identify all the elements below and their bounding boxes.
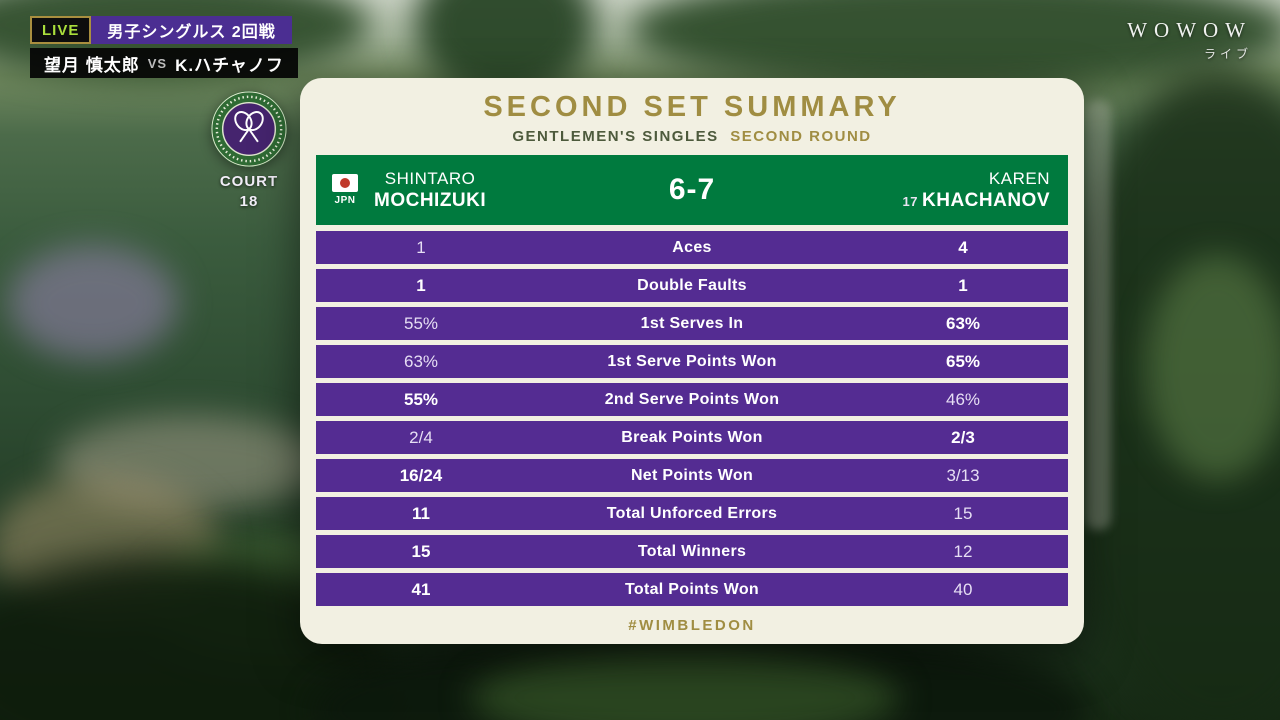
stat-label: Total Points Won <box>625 580 759 598</box>
stat-label: 2nd Serve Points Won <box>604 390 780 408</box>
live-label: LIVE <box>42 21 80 39</box>
court-number: 18 <box>239 193 259 210</box>
player-left-lastname: MOCHIZUKI <box>374 189 487 211</box>
matchup-bar: 望月 慎太郎 VS K.ハチャノフ <box>30 48 298 78</box>
subtitle-round: SECOND ROUND <box>730 128 872 145</box>
stat-value-left: 55% <box>403 313 439 333</box>
stat-label: 1st Serves In <box>640 314 744 332</box>
right-foliage-highlight-blob <box>1145 255 1280 480</box>
player-left-name: SHINTARO MOCHIZUKI <box>374 169 486 212</box>
stat-value-left: 16/24 <box>399 465 443 485</box>
channel-name: WOWOW <box>1127 18 1252 42</box>
lily-pads-blob <box>470 650 900 720</box>
stat-row: 55% 2nd Serve Points Won 46% <box>316 383 1068 416</box>
stat-row: 1 Aces 4 <box>316 231 1068 264</box>
player-left-firstname: SHINTARO <box>384 168 476 188</box>
player-right-name: KAREN 17 KHACHANOV <box>903 169 1050 212</box>
player-right-firstname: KAREN <box>988 168 1050 188</box>
player-right-lastname: KHACHANOV <box>922 189 1050 211</box>
stat-value-left: 11 <box>412 503 430 523</box>
stat-row: 63% 1st Serve Points Won 65% <box>316 345 1068 378</box>
stat-value-right: 46% <box>945 389 981 409</box>
set-score: 6-7 <box>668 173 716 206</box>
stat-value-right: 63% <box>945 313 981 333</box>
wisteria-blob <box>8 245 178 360</box>
court-label: COURT 18 <box>199 172 299 212</box>
wimbledon-logo <box>210 90 288 168</box>
subtitle-event: GENTLEMEN'S SINGLES <box>512 128 719 145</box>
player-right-seed: 17 <box>902 193 918 209</box>
stat-value-left: 1 <box>416 275 426 295</box>
stats-table: 1 Aces 4 1 Double Faults 1 55% 1st Serve… <box>316 231 1068 606</box>
stat-label: Net Points Won <box>630 466 754 484</box>
channel-sub-label: ライブ <box>1203 47 1252 61</box>
stat-value-right: 12 <box>953 541 973 561</box>
matchup-player-left: 望月 慎太郎 <box>44 55 140 75</box>
stat-value-right: 4 <box>958 237 968 257</box>
stat-value-right: 15 <box>953 503 973 523</box>
stat-value-left: 63% <box>403 351 439 371</box>
stat-label: Total Unforced Errors <box>606 504 778 522</box>
stat-value-right: 40 <box>953 579 973 599</box>
score-header: JPN SHINTARO MOCHIZUKI 6-7 KAREN 17 KHACH… <box>316 155 1068 225</box>
matchup-player-right: K.ハチャノフ <box>175 55 284 75</box>
country-block: JPN <box>332 174 358 206</box>
stat-value-left: 41 <box>411 579 431 599</box>
stats-panel: SECOND SET SUMMARY GENTLEMEN'S SINGLES S… <box>300 78 1084 644</box>
japan-flag-icon <box>332 174 358 192</box>
stat-row: 41 Total Points Won 40 <box>316 573 1068 606</box>
stat-row: 16/24 Net Points Won 3/13 <box>316 459 1068 492</box>
light-post-blob <box>1085 100 1111 530</box>
player-left: JPN SHINTARO MOCHIZUKI <box>316 169 612 212</box>
country-code: JPN <box>334 195 356 206</box>
stat-label: Total Winners <box>637 542 747 560</box>
stat-value-left: 15 <box>411 541 431 561</box>
vs-label: VS <box>147 55 168 71</box>
stat-label: Double Faults <box>637 276 747 294</box>
stat-value-right: 65% <box>945 351 981 371</box>
stat-label: 1st Serve Points Won <box>607 352 777 370</box>
event-label: 男子シングルス 2回戦 <box>107 24 276 41</box>
stat-value-right: 1 <box>958 275 968 295</box>
stat-row: 55% 1st Serves In 63% <box>316 307 1068 340</box>
stat-value-left: 1 <box>416 237 426 257</box>
panel-subtitle: GENTLEMEN'S SINGLES SECOND ROUND <box>300 128 1084 145</box>
stat-label: Aces <box>672 238 712 256</box>
event-title-bar: 男子シングルス 2回戦 <box>91 16 292 44</box>
stat-row: 15 Total Winners 12 <box>316 535 1068 568</box>
stat-value-left: 2/4 <box>409 427 433 447</box>
hashtag: #WIMBLEDON <box>628 617 756 634</box>
player-right: KAREN 17 KHACHANOV <box>772 169 1068 212</box>
live-badge: LIVE <box>30 16 92 44</box>
stat-value-right: 3/13 <box>946 465 980 485</box>
stat-row: 1 Double Faults 1 <box>316 269 1068 302</box>
broadcast-header: LIVE 男子シングルス 2回戦 <box>30 16 292 44</box>
stat-row: 2/4 Break Points Won 2/3 <box>316 421 1068 454</box>
panel-title: SECOND SET SUMMARY <box>483 91 901 123</box>
stat-value-right: 2/3 <box>951 427 975 447</box>
wowow-logo: WOWOW ライブ <box>1127 18 1252 62</box>
stat-row: 11 Total Unforced Errors 15 <box>316 497 1068 530</box>
stat-value-left: 55% <box>403 389 439 409</box>
court-word: COURT <box>219 173 279 190</box>
wimbledon-crest-icon <box>210 90 288 168</box>
stat-label: Break Points Won <box>621 428 763 446</box>
